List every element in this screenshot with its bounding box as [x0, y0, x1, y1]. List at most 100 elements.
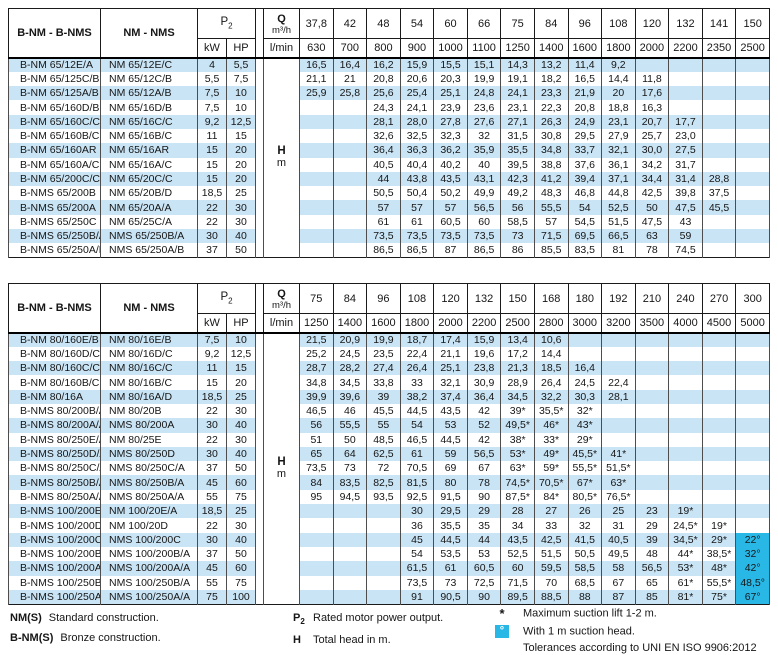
bnm-model-cell: B-NM 80/160D/C: [8, 346, 101, 362]
kw-cell: 15: [197, 157, 227, 172]
flow-m3h-header: 48: [366, 8, 401, 39]
head-value-cell: 39: [366, 389, 401, 404]
head-value-cell: 50,5: [567, 546, 603, 562]
head-value-cell: 26,3: [533, 114, 569, 129]
head-value-cell: [735, 143, 770, 158]
head-value-cell: 36: [399, 518, 435, 533]
kw-cell: 55: [197, 489, 227, 505]
head-value-cell: [299, 128, 334, 144]
flow-m3h-header: 66: [466, 8, 502, 39]
head-value-cell: [299, 518, 334, 533]
head-value-cell: 54: [399, 546, 435, 562]
hp-cell: 20: [226, 157, 256, 172]
head-value-cell: 20: [601, 86, 636, 101]
head-value-cell: 75*: [701, 589, 737, 605]
head-value-cell: [299, 200, 334, 215]
head-value-cell: 42,5: [533, 532, 569, 547]
head-value-cell: [299, 157, 334, 172]
head-value-cell: 49*: [533, 446, 569, 462]
head-value-cell: 36,3: [399, 143, 435, 158]
nm-model-cell: NM 80/20B: [100, 403, 198, 419]
head-value-cell: [299, 243, 334, 258]
bnm-model-cell: B-NM 80/160B/C: [8, 375, 101, 390]
kw-cell: 11: [197, 361, 227, 376]
footnote-suction-head: ° With 1 m suction head.: [490, 625, 757, 638]
head-value-cell: 50,2: [433, 186, 468, 201]
head-value-cell: 92,5: [399, 489, 435, 505]
head-value-cell: 20,6: [399, 71, 435, 87]
head-value-cell: 17,6: [634, 86, 670, 101]
head-value-cell: 80: [433, 475, 468, 490]
head-value-cell: [601, 346, 636, 362]
flow-lmin-header: 2200: [466, 313, 502, 333]
flow-lmin-header: 1100: [466, 38, 502, 58]
hp-cell: 15: [226, 128, 256, 144]
head-value-cell: 28,1: [366, 114, 401, 129]
pump-row: B-NM 65/200C/C NM 65/20C/C 15 20 44 43,8 43,5 4…: [8, 171, 770, 187]
kw-cell: 18,5: [197, 389, 227, 404]
head-value-cell: 32,2: [533, 389, 569, 404]
flow-lmin-header: 2000: [634, 38, 670, 58]
bnm-model-cell: B-NMS 100/200A/A: [8, 561, 101, 576]
head-value-cell: 43*: [567, 418, 603, 433]
nm-model-cell: NMS 100/250A/A: [100, 589, 198, 605]
head-value-cell: 24,5*: [668, 518, 703, 533]
bnm-model-cell: B-NMS 100/250A/A: [8, 589, 101, 605]
head-value-cell: 29,5: [567, 128, 603, 144]
head-value-cell: 32: [567, 518, 603, 533]
flow-lmin-header: 1400: [332, 313, 368, 333]
pump-table-65: B-NM - B-NMS NM - NMS P2 Q m³/h 37,8 42 48…: [8, 8, 770, 259]
nm-model-cell: NMS 100/200B/A: [100, 546, 198, 562]
head-value-cell: [735, 518, 770, 533]
head-value-cell: 55,5: [533, 200, 569, 215]
head-value-cell: [299, 114, 334, 129]
head-value-cell: 30: [399, 504, 435, 519]
head-value-cell: 16,5: [299, 56, 334, 72]
hp-cell: 20: [226, 171, 256, 187]
head-value-cell: 27,4: [366, 361, 401, 376]
head-value-cell: 61: [366, 214, 401, 230]
bnm-model-cell: B-NM 65/160B/C: [8, 128, 101, 144]
hp-cell: 10: [226, 100, 256, 115]
head-value-cell: 48: [634, 546, 670, 562]
head-value-cell: 32,3: [433, 128, 468, 144]
flow-lmin-header: 1800: [601, 38, 636, 58]
head-value-cell: [332, 171, 368, 187]
col-header-nm-nms: NM - NMS: [100, 283, 198, 333]
head-value-cell: [332, 100, 368, 115]
nm-model-cell: NM 80/16E/B: [100, 331, 198, 347]
head-value-cell: 33,7: [567, 143, 603, 158]
head-value-cell: [332, 561, 368, 576]
head-value-cell: [701, 128, 737, 144]
head-value-cell: 61,5: [399, 561, 435, 576]
head-value-cell: 25,1: [433, 361, 468, 376]
flow-lmin-header: 1250: [299, 313, 334, 333]
head-value-cell: 25,4: [399, 86, 435, 101]
flow-lmin-header: 2500: [735, 38, 770, 58]
head-value-cell: [668, 461, 703, 476]
col-header-hp: HP: [226, 38, 256, 58]
nm-model-cell: NM 65/25C/A: [100, 214, 198, 230]
head-value-cell: 39,9: [299, 389, 334, 404]
kw-cell: 4: [197, 56, 227, 72]
head-value-cell: 30,8: [533, 128, 569, 144]
head-value-cell: [567, 346, 603, 362]
bnm-model-cell: B-NM 65/160AR: [8, 143, 101, 158]
head-value-cell: [668, 432, 703, 447]
footnote-term: NM(S): [10, 612, 42, 624]
head-value-cell: 20,3: [433, 71, 468, 87]
head-value-cell: [634, 331, 670, 347]
nm-model-cell: NM 80/16D/C: [100, 346, 198, 362]
head-value-cell: 59: [668, 229, 703, 244]
hp-cell: 7,5: [226, 71, 256, 87]
head-value-cell: [735, 157, 770, 172]
bnm-model-cell: B-NM 80/160E/B: [8, 331, 101, 347]
head-value-cell: 19*: [668, 504, 703, 519]
footnote-h: H Total head in m.: [293, 634, 443, 646]
kw-cell: 37: [197, 243, 227, 258]
head-value-cell: 16,4: [332, 56, 368, 72]
head-value-cell: [332, 243, 368, 258]
flow-m3h-header: 84: [332, 283, 368, 314]
head-value-cell: 46,5: [399, 432, 435, 447]
